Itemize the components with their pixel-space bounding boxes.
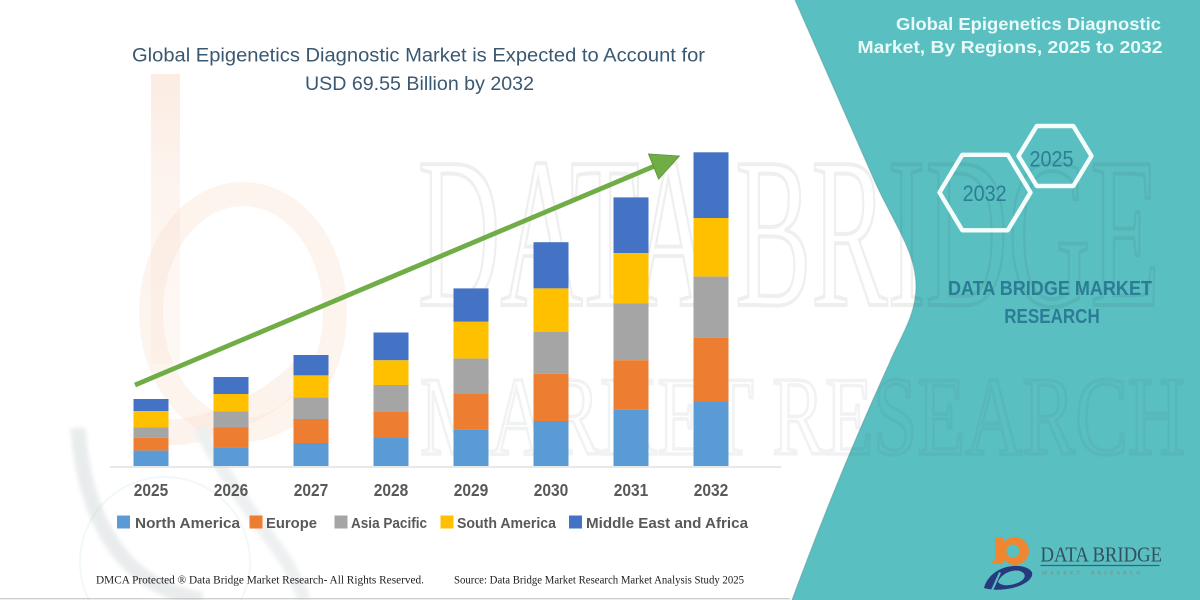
svg-text:2027: 2027: [294, 480, 329, 500]
svg-text:2030: 2030: [534, 480, 569, 500]
svg-text:RESEARCH: RESEARCH: [1004, 306, 1100, 328]
svg-text:Europe: Europe: [266, 515, 317, 532]
svg-text:Middle East and Africa: Middle East and Africa: [586, 515, 749, 532]
svg-text:Global Epigenetics Diagnostic: Global Epigenetics Diagnostic Market is …: [132, 46, 706, 67]
svg-text:Asia Pacific: Asia Pacific: [351, 515, 427, 532]
svg-text:2029: 2029: [454, 480, 489, 500]
svg-text:USD 69.55 Billion by 2032: USD 69.55 Billion by 2032: [305, 74, 534, 95]
svg-text:DATA BRIDGE MARKET: DATA BRIDGE MARKET: [948, 278, 1152, 300]
svg-text:2032: 2032: [963, 181, 1007, 206]
svg-text:MARKET RESEARCH: MARKET RESEARCH: [1042, 571, 1143, 577]
svg-text:Market, By Regions, 2025 to 20: Market, By Regions, 2025 to 2032: [858, 37, 1163, 57]
svg-text:Source: Data Bridge Market Res: Source: Data Bridge Market Research Mark…: [454, 573, 744, 587]
svg-text:2028: 2028: [374, 480, 409, 500]
svg-text:2031: 2031: [614, 480, 649, 500]
svg-text:DMCA Protected ® Data Bridge M: DMCA Protected ® Data Bridge Market Rese…: [96, 573, 424, 587]
svg-text:Global Epigenetics Diagnostic: Global Epigenetics Diagnostic: [896, 14, 1161, 34]
svg-text:2025: 2025: [134, 480, 169, 500]
svg-text:2032: 2032: [694, 480, 729, 500]
svg-text:DATA BRIDGE: DATA BRIDGE: [1041, 543, 1163, 567]
svg-text:2025: 2025: [1030, 147, 1074, 172]
svg-text:North America: North America: [135, 515, 241, 532]
svg-text:South America: South America: [457, 515, 557, 532]
svg-text:2026: 2026: [214, 480, 249, 500]
